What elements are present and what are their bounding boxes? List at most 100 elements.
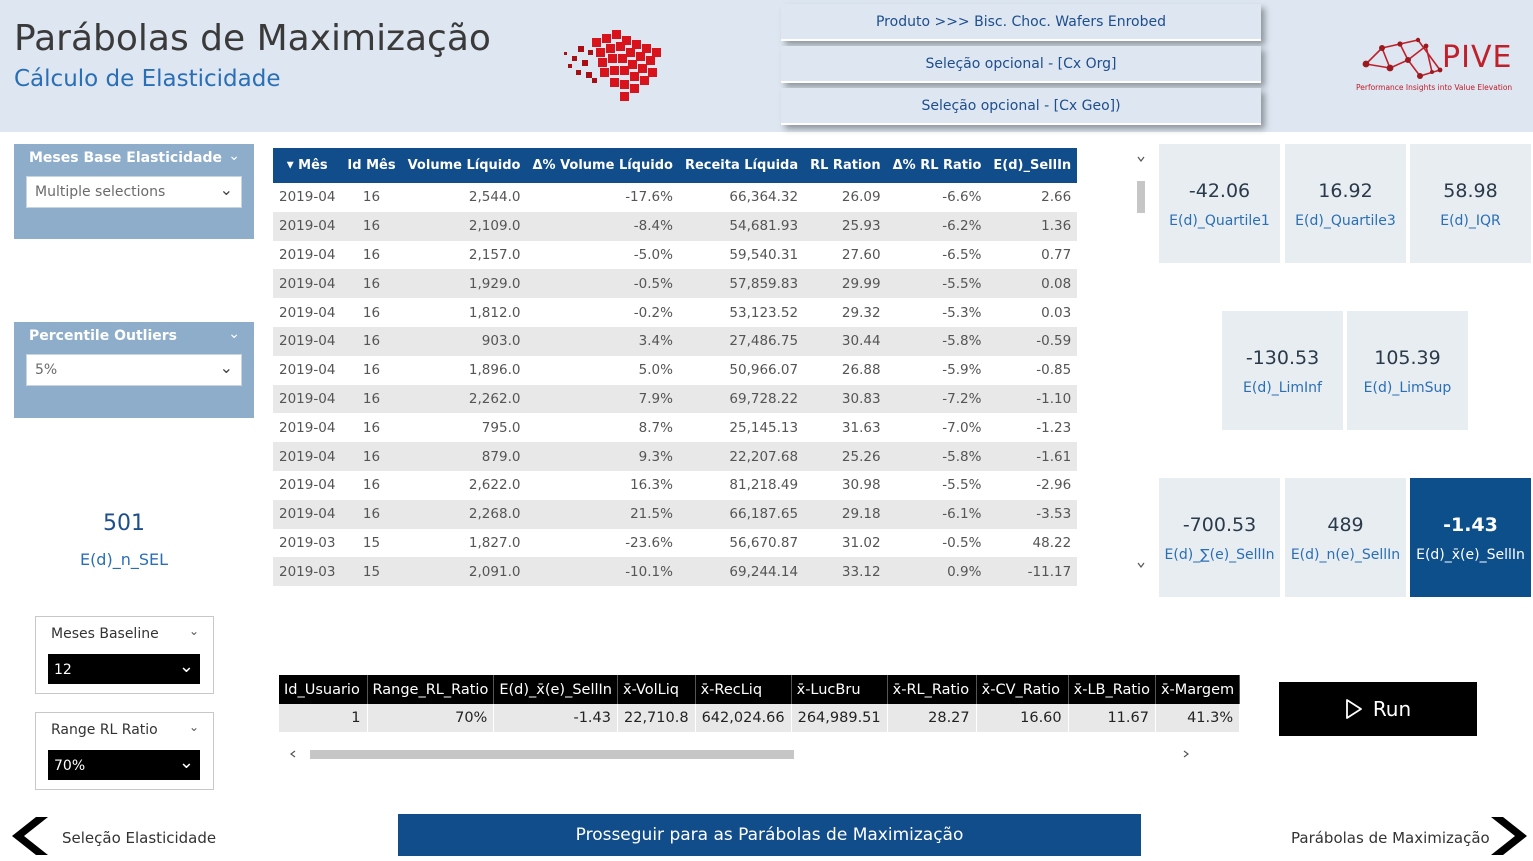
- column-header[interactable]: E(d)_x̄(e)_SellIn: [493, 675, 618, 704]
- column-header[interactable]: x̄-RecLiq: [695, 675, 792, 704]
- column-header[interactable]: Δ% RL Ratio: [886, 148, 988, 183]
- table-cell: 903.0: [401, 326, 527, 356]
- column-header[interactable]: x̄-RL_Ratio: [887, 675, 977, 704]
- table-cell: 1: [279, 704, 368, 732]
- sum-sellin-card: -700.53 E(d)_∑(e)_SellIn: [1159, 478, 1280, 597]
- table-cell: 16: [341, 355, 402, 385]
- range-rl-dropdown[interactable]: 70% ⌄: [48, 750, 200, 780]
- table-cell: 16: [341, 211, 402, 241]
- table-cell: -3.53: [987, 499, 1078, 529]
- chevron-down-icon[interactable]: ⌄: [228, 148, 240, 164]
- table-cell: 29.18: [804, 499, 887, 529]
- table-cell: 16: [341, 470, 402, 500]
- table-cell: 264,989.51: [791, 704, 888, 732]
- scrollbar-thumb[interactable]: [1137, 181, 1145, 213]
- card-value: 489: [1327, 514, 1364, 536]
- table-cell: -6.2%: [886, 211, 988, 241]
- table-cell: 2,109.0: [401, 211, 527, 241]
- table-cell: -5.5%: [886, 269, 988, 299]
- table-row: 2019-04 16 2,622.0 16.3% 81,218.49 30.98 -5.5%…: [273, 470, 1078, 500]
- table-cell: 9.3%: [526, 442, 679, 471]
- table-cell: 50,966.07: [678, 355, 805, 385]
- table-cell: 11.67: [1068, 704, 1156, 732]
- table-cell: 16: [341, 298, 402, 327]
- meses-base-dropdown[interactable]: Multiple selections ⌄: [26, 176, 242, 208]
- back-nav-link[interactable]: Seleção Elasticidade: [62, 829, 217, 847]
- table-cell: 16: [341, 499, 402, 529]
- table-cell: -17.6%: [526, 183, 679, 212]
- table-cell: 1,929.0: [401, 269, 527, 299]
- table-cell: 31.02: [804, 528, 887, 558]
- table-cell: 16: [341, 326, 402, 356]
- next-nav-link[interactable]: Parábolas de Maximização: [1291, 829, 1490, 847]
- meses-base-slicer: Meses Base Elasticidade ⌄ Multiple selec…: [14, 144, 254, 239]
- table-row: 2019-04 16 2,109.0 -8.4% 54,681.93 25.93 -6.2%…: [273, 211, 1078, 241]
- table-vertical-scrollbar[interactable]: [1136, 150, 1146, 578]
- column-header[interactable]: ▼ Mês: [273, 148, 342, 183]
- percentile-dropdown[interactable]: 5% ⌄: [26, 354, 242, 386]
- table-cell: 28.27: [887, 704, 977, 732]
- column-header[interactable]: E(d)_SellIn: [987, 148, 1078, 183]
- pive-logo: [1362, 37, 1443, 79]
- page-title: Parábolas de Maximização: [14, 18, 491, 59]
- column-header[interactable]: x̄-CV_Ratio: [976, 675, 1069, 704]
- sort-desc-icon: ▼: [286, 160, 294, 171]
- card-label: E(d)_x̄(e)_SellIn: [1416, 547, 1525, 563]
- run-button[interactable]: Run: [1279, 682, 1477, 736]
- column-header[interactable]: x̄-Margem: [1155, 675, 1241, 704]
- logo-text: PIVE: [1442, 40, 1513, 75]
- column-header[interactable]: Range_RL_Ratio: [367, 675, 495, 704]
- chevron-down-icon[interactable]: ⌄: [228, 326, 240, 342]
- table-cell: 26.09: [804, 183, 887, 212]
- table-row: 2019-04 16 795.0 8.7% 25,145.13 31.63 -7.0% -1.…: [273, 413, 1078, 443]
- back-arrow-icon[interactable]: [10, 815, 50, 857]
- run-label: Run: [1372, 697, 1412, 721]
- table-cell: 81,218.49: [678, 470, 805, 500]
- product-filter-button[interactable]: Produto >>> Bisc. Choc. Wafers Enrobed: [781, 4, 1261, 41]
- org-selection-button[interactable]: Seleção opcional - [Cx Org]: [781, 46, 1261, 83]
- table-cell: 48.22: [987, 528, 1078, 558]
- geo-selection-button[interactable]: Seleção opcional - [Cx Geo]): [781, 88, 1261, 125]
- column-header[interactable]: x̄-LucBru: [791, 675, 888, 704]
- column-header[interactable]: x̄-VolLiq: [617, 675, 696, 704]
- scrollbar-thumb[interactable]: [310, 750, 794, 759]
- column-header[interactable]: Receita Líquida: [678, 148, 805, 183]
- column-header[interactable]: RL Ration: [804, 148, 887, 183]
- table-cell: 16: [341, 413, 402, 443]
- table-cell: 16.3%: [526, 470, 679, 500]
- table-cell: -5.8%: [886, 326, 988, 356]
- table-cell: 16: [341, 384, 402, 414]
- table-cell: -1.10: [987, 384, 1078, 414]
- chevron-down-icon[interactable]: ⌄: [188, 720, 199, 734]
- iqr-card: 58.98 E(d)_IQR: [1410, 144, 1531, 263]
- table-cell: 66,364.32: [678, 183, 805, 212]
- n-sellin-card: 489 E(d)_n(e)_SellIn: [1285, 478, 1406, 597]
- card-label: E(d)_LimSup: [1363, 380, 1452, 396]
- meses-baseline-slicer: Meses Baseline ⌄ 12 ⌄: [35, 616, 214, 694]
- column-header[interactable]: Δ% Volume Líquido: [526, 148, 679, 183]
- meses-baseline-dropdown[interactable]: 12 ⌄: [48, 654, 200, 684]
- table-cell: 25.26: [804, 442, 887, 471]
- quartile1-card: -42.06 E(d)_Quartile1: [1159, 144, 1280, 263]
- table-cell: 2019-04: [273, 470, 342, 500]
- card-value: 105.39: [1374, 347, 1441, 369]
- chevron-down-icon[interactable]: ⌄: [188, 624, 199, 638]
- table-cell: 22,710.8: [617, 704, 696, 732]
- column-header[interactable]: Volume Líquido: [401, 148, 527, 183]
- table-cell: 2019-04: [273, 499, 342, 529]
- table-cell: 2019-04: [273, 298, 342, 327]
- table-horizontal-scrollbar[interactable]: [279, 748, 1202, 760]
- column-header[interactable]: Id_Usuario: [279, 675, 368, 704]
- table-cell: 69,244.14: [678, 557, 805, 587]
- chevron-down-icon: ⌄: [219, 358, 233, 377]
- table-cell: 33.12: [804, 557, 887, 587]
- table-cell: 8.7%: [526, 413, 679, 443]
- table-cell: 5.0%: [526, 355, 679, 385]
- range-rl-value: 70%: [54, 758, 86, 774]
- column-header[interactable]: x̄-LB_Ratio: [1068, 675, 1156, 704]
- forward-arrow-icon[interactable]: [1489, 815, 1529, 857]
- table-cell: 2019-04: [273, 413, 342, 443]
- column-header[interactable]: Id Mês: [341, 148, 402, 183]
- table-cell: 7.9%: [526, 384, 679, 414]
- proceed-button[interactable]: Prosseguir para as Parábolas de Maximiza…: [398, 814, 1141, 856]
